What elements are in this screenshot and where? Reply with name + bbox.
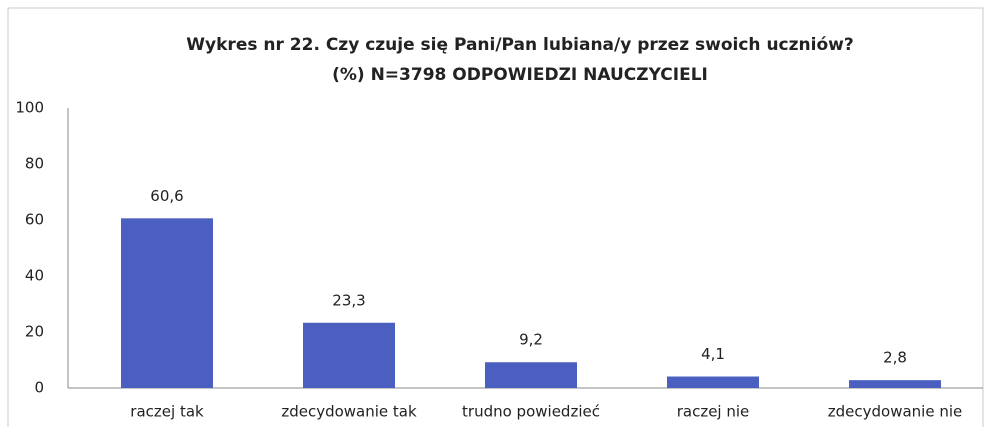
x-tick-label: raczej tak [130,403,204,421]
bar [667,376,759,388]
x-tick-label: zdecydowanie tak [281,403,417,421]
bar [121,218,213,388]
bar [485,362,577,388]
y-tick-label: 80 [25,155,44,173]
y-tick-label: 40 [25,267,44,285]
chart-title: (%) N=3798 ODPOWIEDZI NAUCZYCIELI [332,65,708,85]
x-tick-label: trudno powiedzieć [462,403,600,421]
data-label: 4,1 [701,345,725,363]
y-tick-label: 100 [15,99,44,117]
bar [849,380,941,388]
x-tick-label: raczej nie [677,403,750,421]
chart-frame [7,7,984,427]
data-label: 60,6 [150,187,183,205]
y-tick-label: 60 [25,211,44,229]
chart-title: Wykres nr 22. Czy czuje się Pani/Pan lub… [186,35,853,55]
y-tick-label: 0 [34,379,44,397]
bar [303,322,395,388]
data-label: 23,3 [332,291,365,309]
x-tick-label: zdecydowanie nie [828,403,962,421]
y-tick-label: 20 [25,323,44,341]
data-label: 9,2 [519,331,543,349]
data-label: 2,8 [883,349,907,367]
